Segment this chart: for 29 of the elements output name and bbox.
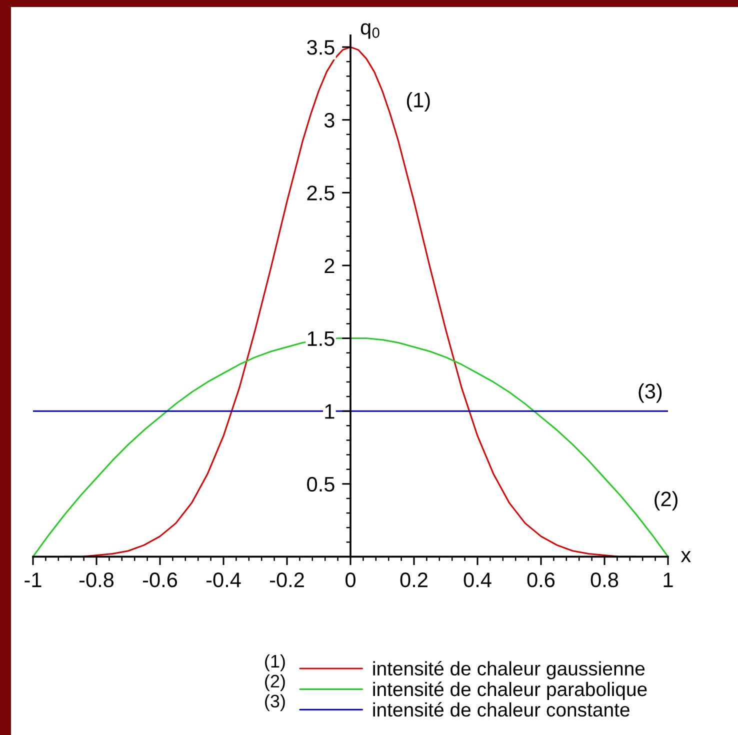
annotation: (3)	[638, 383, 662, 403]
y-tick-label: 2	[324, 258, 334, 274]
y-tick-label: 1	[325, 404, 334, 419]
y-tick-label: 3	[324, 112, 334, 128]
y-tick-label: 2.5	[307, 186, 334, 200]
legend-label: intensité de chaleur constante	[373, 702, 630, 717]
x-tick-label: 0.4	[464, 572, 492, 588]
y-tick-label: 0.5	[307, 476, 334, 492]
annotation: (2)	[654, 491, 678, 510]
x-tick-label: -0.2	[270, 572, 304, 588]
legend-label: intensité de chaleur parabolique	[373, 682, 647, 700]
x-tick-label: 0.2	[400, 572, 428, 588]
annotation: (1)	[406, 92, 430, 112]
x-tick-label: -1	[24, 572, 42, 588]
legend-label: intensité de chaleur gaussienne	[373, 661, 645, 680]
x-tick-label: 0	[346, 572, 356, 588]
y-tick-label: 3.5	[307, 40, 334, 55]
text: (2)	[265, 674, 285, 692]
x-tick-label: -0.8	[79, 572, 114, 588]
y-axis-title: q$_{0}$	[360, 23, 380, 39]
x-tick-label: -0.6	[142, 572, 178, 588]
x-tick-label: 0.6	[527, 572, 555, 588]
x-tick-label: 0.8	[590, 572, 618, 588]
y-tick-label: 1.5	[308, 331, 334, 346]
text: (3)	[265, 694, 285, 712]
text: (1)	[265, 654, 285, 672]
x-axis-title: x	[680, 551, 691, 562]
x-tick-label: -0.4	[206, 572, 241, 588]
x-tick-label: 1	[664, 572, 673, 588]
